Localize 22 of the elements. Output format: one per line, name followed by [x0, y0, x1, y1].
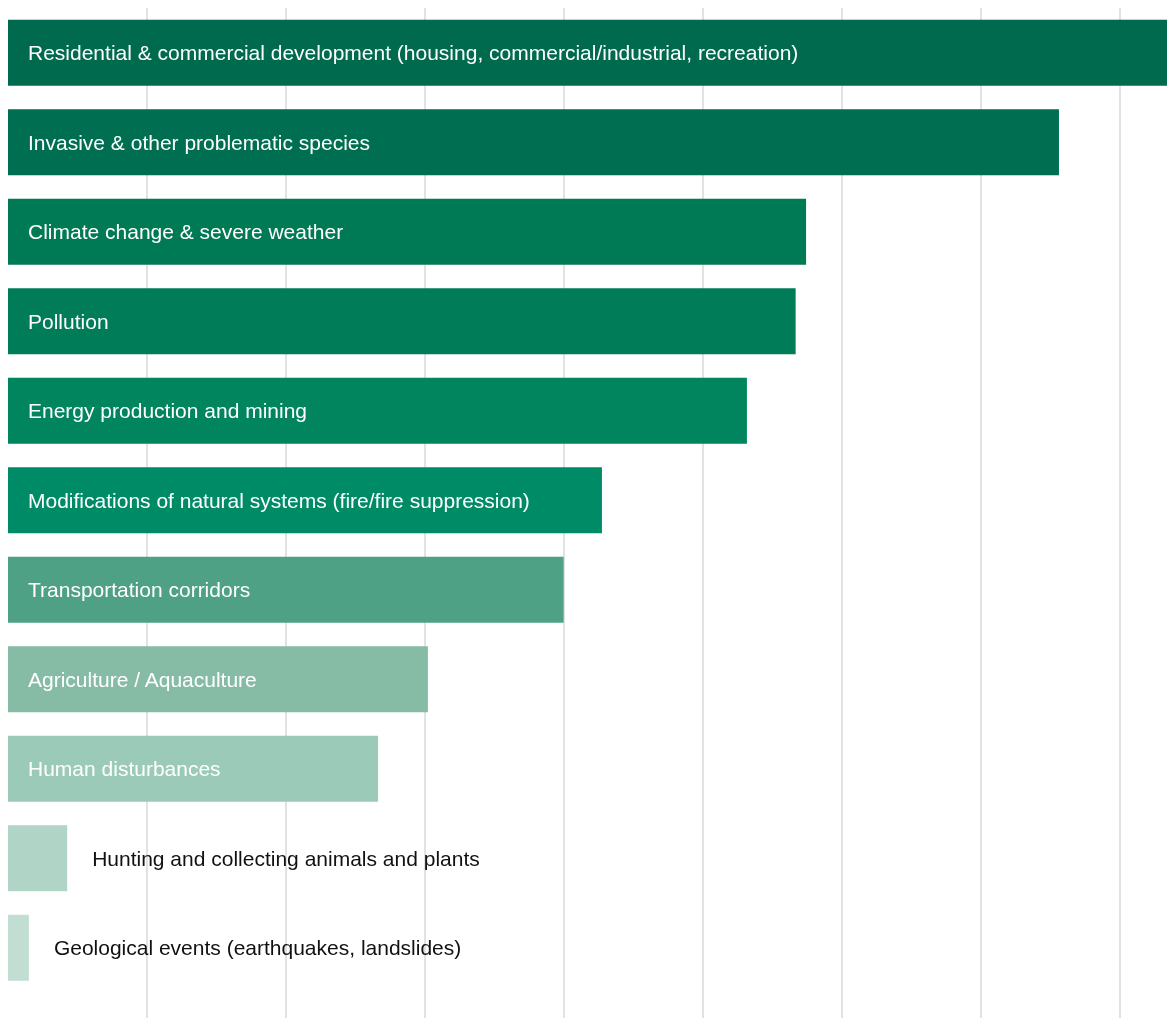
- y-tick-label: Agriculture / Aquaculture: [28, 667, 257, 691]
- y-tick-label: Residential & commercial development (housing, commercial/industrial, recreation): [28, 41, 799, 65]
- bar: [8, 467, 602, 534]
- bar: [8, 556, 564, 623]
- bar: [8, 735, 379, 802]
- bar: [8, 19, 1167, 86]
- y-tick-label: Hunting and collecting animals and plants: [92, 846, 480, 870]
- y-tick-label: Modifications of natural systems (fire/fire suppression): [28, 488, 530, 512]
- bar: [8, 646, 428, 713]
- y-tick-label: Pollution: [28, 309, 109, 333]
- bar: [8, 198, 807, 265]
- y-tick-label: Human disturbances: [28, 757, 221, 781]
- bar: [8, 288, 796, 355]
- y-tick-label: Transportation corridors: [28, 578, 251, 602]
- y-tick-label: Invasive & other problematic species: [28, 130, 370, 154]
- y-tick-label: Geological events (earthquakes, landslides): [53, 936, 462, 960]
- y-tick-label: Energy production and mining: [28, 399, 308, 423]
- bar: [8, 825, 68, 892]
- y-tick-label: Climate change & severe weather: [28, 220, 344, 244]
- bar: [8, 377, 747, 444]
- bar: [8, 914, 29, 981]
- bar: [8, 109, 1059, 176]
